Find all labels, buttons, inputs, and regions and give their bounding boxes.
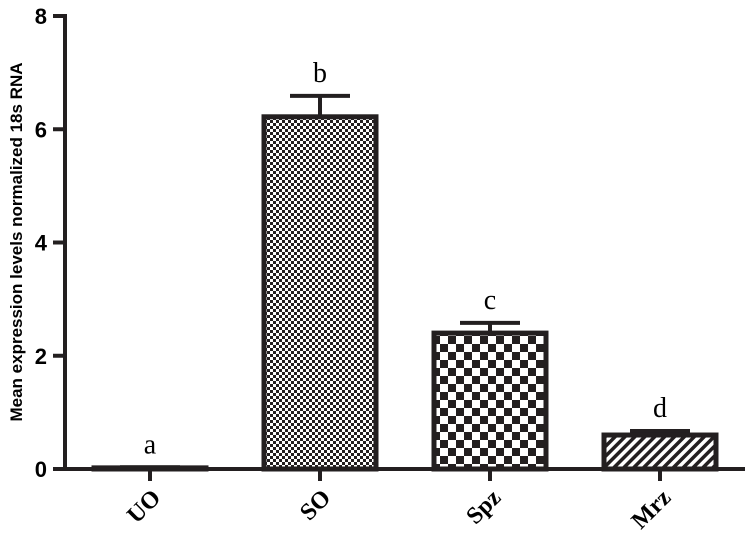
- y-tick-label: 4: [35, 231, 48, 256]
- x-tick-label: SO: [295, 485, 336, 526]
- x-axis: UO SO Spz Mrz: [63, 467, 745, 535]
- significance-label: d: [653, 393, 667, 424]
- bar-so: [261, 114, 379, 472]
- y-tick-label: 8: [35, 4, 47, 29]
- y-axis: 0 2 4 6 8: [35, 4, 67, 482]
- y-tick-label: 2: [35, 344, 47, 369]
- significance-label: c: [484, 285, 496, 316]
- y-tick-label: 0: [35, 457, 47, 482]
- x-tick-label: UO: [122, 485, 166, 529]
- bars: a b c d: [91, 58, 719, 472]
- y-tick-label: 6: [35, 117, 47, 142]
- bar-spz: [431, 330, 549, 472]
- x-tick-label: Spz: [461, 485, 506, 530]
- significance-label: a: [144, 429, 157, 460]
- y-axis-title: Mean expression levels normalized 18s RN…: [7, 62, 26, 421]
- x-tick-label: Mrz: [627, 485, 677, 535]
- bar-uo: [91, 465, 209, 472]
- bar-mrz: [601, 432, 719, 472]
- significance-label: b: [313, 58, 327, 89]
